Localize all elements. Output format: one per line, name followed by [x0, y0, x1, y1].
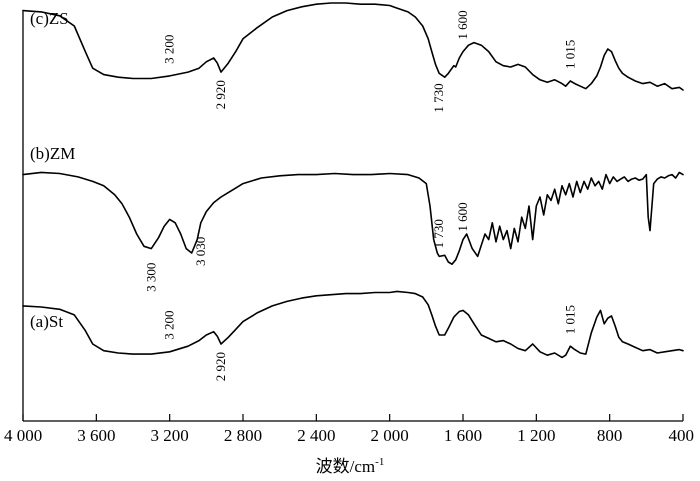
- x-tick-label: 1 600: [444, 426, 482, 445]
- x-axis-label: 波数/cm-1: [316, 456, 385, 476]
- series-label-zm: (b)ZM: [30, 144, 75, 163]
- x-tick-label: 3 200: [151, 426, 189, 445]
- x-tick-label: 2 800: [224, 426, 262, 445]
- series-line-zm: [22, 171, 684, 265]
- x-tick-label: 800: [597, 426, 623, 445]
- x-axis-label-superscript: -1: [375, 456, 384, 468]
- series-zs: (c)ZS 3 200 2 920 1 730 1 600 1 015: [22, 2, 684, 113]
- peak-annotation: 2 920: [213, 80, 228, 109]
- x-tick-label: 2 400: [297, 426, 335, 445]
- peak-annotation: 2 920: [213, 352, 228, 381]
- x-axis-ticks: 4 000 3 600 3 200 2 800 2 400 2 000 1 600 1 200…: [4, 414, 694, 445]
- x-tick-label: 400: [669, 426, 695, 445]
- x-tick-label: 2 000: [371, 426, 409, 445]
- peak-annotation: 3 200: [162, 311, 177, 340]
- peak-annotation: 1 015: [562, 305, 577, 334]
- series-line-zs: [22, 2, 684, 91]
- peak-annotation: 3 030: [193, 237, 208, 266]
- x-tick-label: 1 200: [517, 426, 555, 445]
- series-zm: (b)ZM 3 300 3 030 1 730 1 600: [22, 144, 684, 292]
- x-tick-label: 3 600: [77, 426, 115, 445]
- series-label-zs: (c)ZS: [30, 9, 69, 28]
- series-st: (a)St 3 200 2 920 1 015: [22, 290, 684, 381]
- x-axis-label-text: 波数/cm: [316, 457, 376, 476]
- chart-axes: [22, 10, 683, 422]
- peak-annotation: 1 730: [431, 219, 446, 248]
- series-group: (c)ZS 3 200 2 920 1 730 1 600 1 015 (b)ZM 3 300…: [22, 2, 684, 381]
- peak-annotation: 1 015: [562, 40, 577, 69]
- peak-annotation: 3 200: [162, 35, 177, 64]
- peak-annotation: 1 600: [455, 202, 470, 231]
- series-line-st: [22, 290, 684, 359]
- peak-annotation: 3 300: [143, 263, 158, 292]
- x-tick-label: 4 000: [4, 426, 42, 445]
- peak-annotation: 1 730: [431, 83, 446, 112]
- peak-annotation: 1 600: [455, 10, 470, 39]
- series-label-st: (a)St: [30, 312, 63, 331]
